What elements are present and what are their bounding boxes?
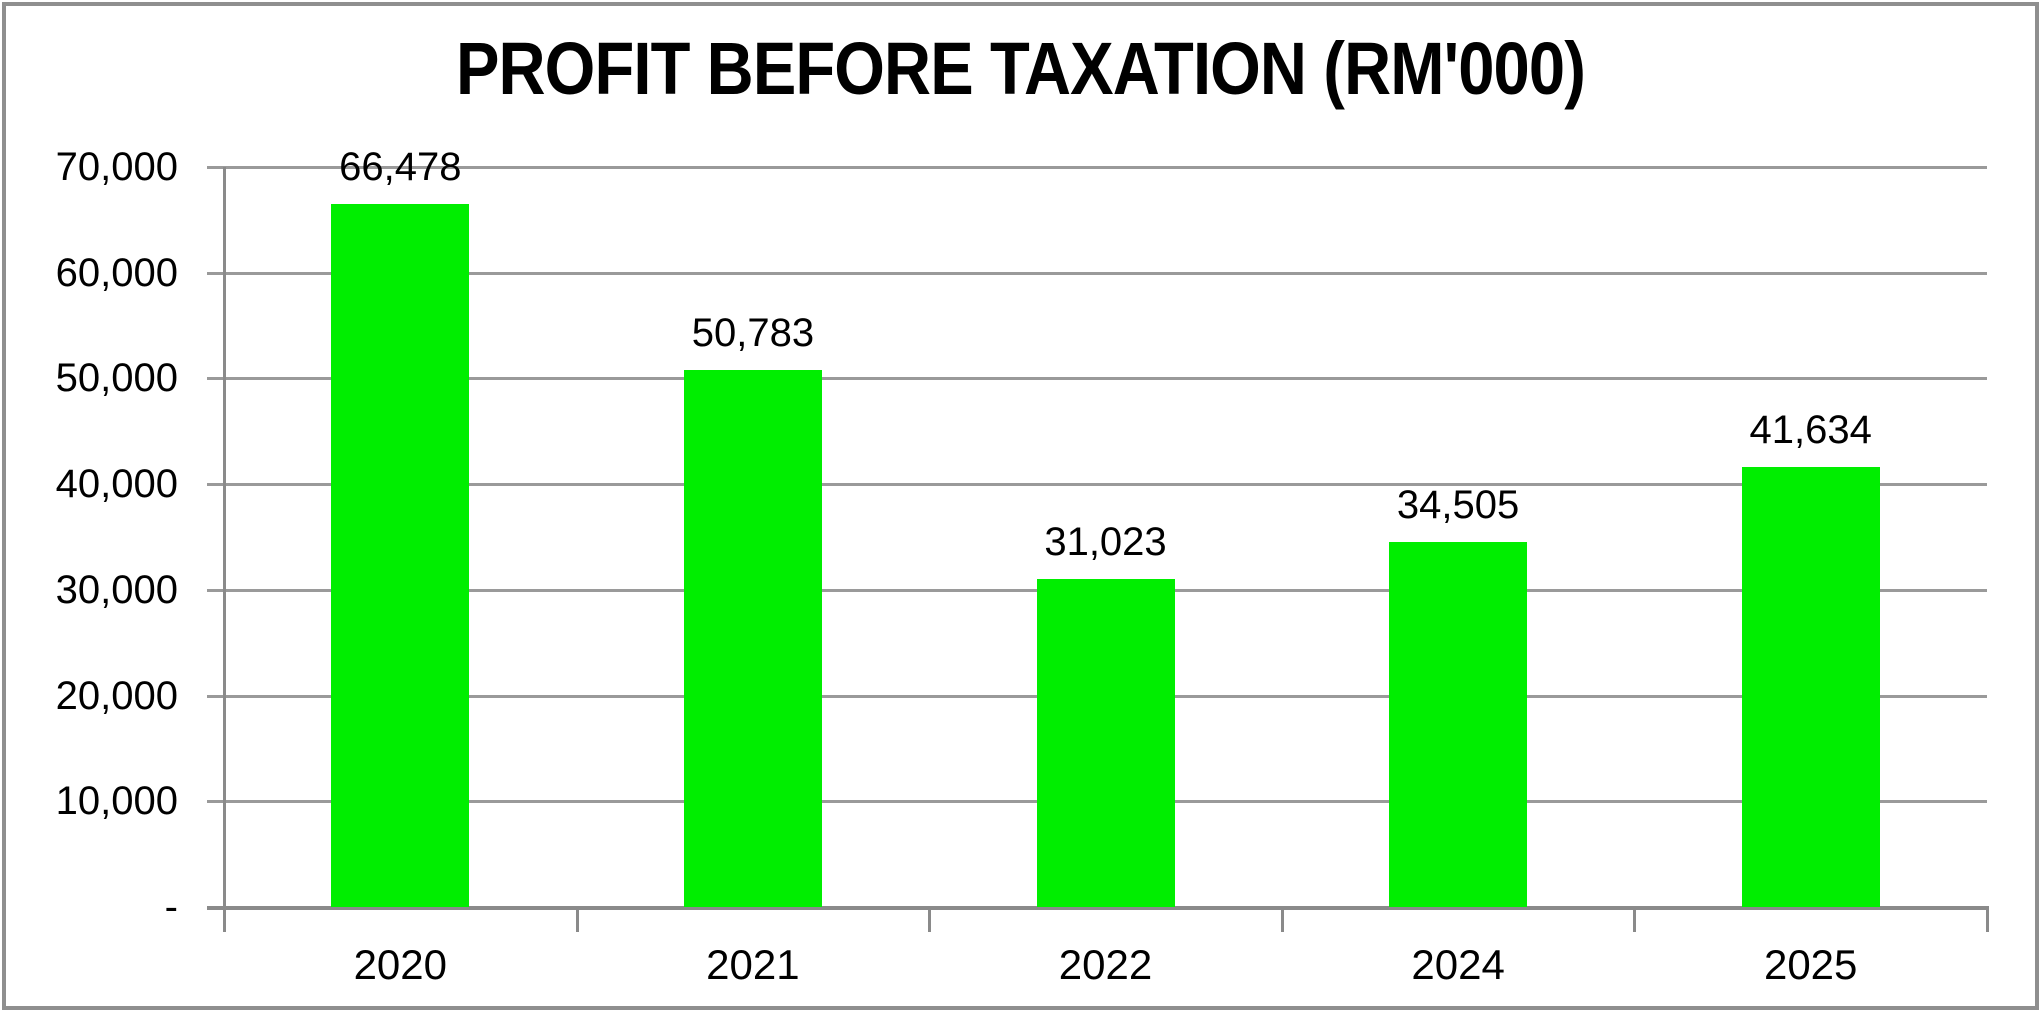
x-axis-category-label: 2021: [706, 941, 800, 988]
chart-title-text: PROFIT BEFORE TAXATION (RM'000): [455, 27, 1586, 110]
y-axis-line: [223, 167, 226, 910]
y-axis-tick-label: -: [164, 885, 178, 929]
x-axis-category-label: 2025: [1763, 941, 1858, 988]
gridline: [207, 377, 1987, 381]
gridline: [207, 483, 1987, 487]
bar-value-label: 31,023: [1044, 520, 1167, 565]
bar-value-label: 41,634: [1749, 407, 1872, 452]
x-axis-tick: [223, 906, 226, 932]
y-axis-tick-label: 20,000: [55, 673, 178, 718]
x-axis-tick: [1986, 906, 1989, 932]
x-axis-tick: [1633, 906, 1637, 932]
x-axis-category-label: 2024: [1411, 941, 1505, 988]
y-axis-tick-label: 40,000: [55, 462, 178, 507]
x-axis-tick: [575, 906, 579, 932]
bar-2020: [331, 204, 470, 907]
gridline: [207, 166, 1987, 169]
x-axis-category-label: 2020: [353, 941, 448, 988]
x-axis-category-label: 2022: [1058, 941, 1153, 988]
bar-value-label: 66,478: [339, 145, 462, 190]
x-axis-tick: [928, 906, 932, 932]
y-axis-tick-label: 60,000: [55, 250, 178, 295]
bar-2022: [1036, 579, 1175, 907]
bar-2021: [683, 370, 822, 907]
gridline: [207, 271, 1987, 275]
y-axis-tick-label: 30,000: [55, 567, 178, 612]
bar-2024: [1389, 542, 1528, 907]
y-axis-tick-label: 50,000: [55, 356, 178, 401]
x-axis-line: [207, 906, 1987, 910]
x-axis-tick: [1280, 906, 1284, 932]
y-axis-tick-label: 70,000: [55, 145, 178, 189]
bar-value-label: 34,505: [1396, 483, 1520, 528]
bar-2025: [1741, 466, 1880, 907]
bar-value-label: 50,783: [691, 311, 815, 356]
y-axis-tick-label: 10,000: [55, 779, 178, 824]
chart-title: PROFIT BEFORE TAXATION (RM'000): [6, 26, 2035, 111]
